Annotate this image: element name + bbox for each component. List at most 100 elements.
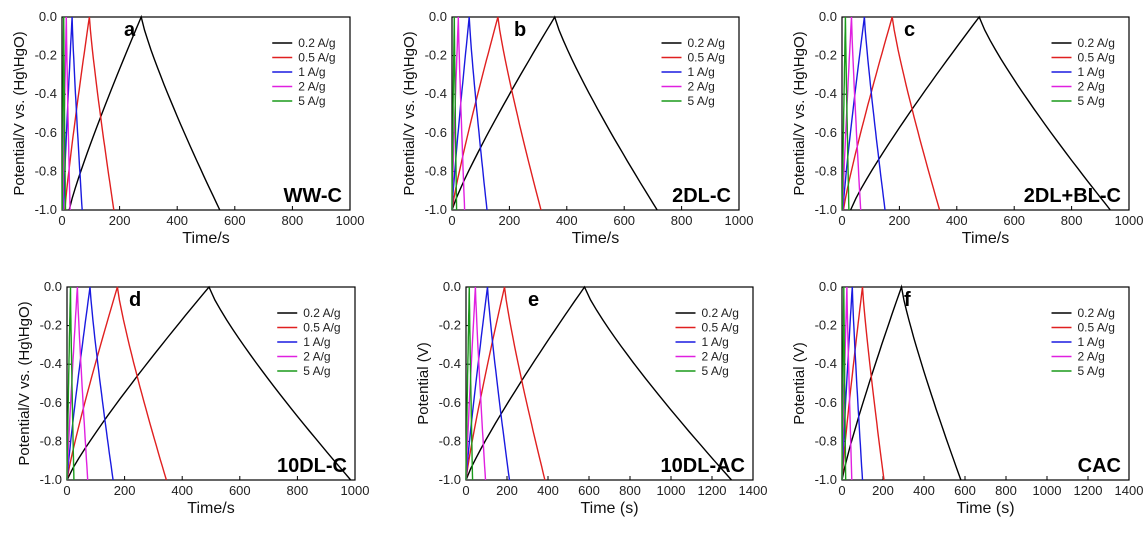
sample-label: 10DL-C [277,455,347,477]
panel-letter: b [514,19,526,41]
y-tick-label: -0.2 [815,48,837,63]
y-tick-label: -0.6 [815,125,837,140]
panel-a: 0 200 400 600 800 1000 0.0 -0.2 -0.4 -0.6 -0.8 -1.0… [11,9,364,247]
x-axis-label: Time (s) [956,500,1014,517]
panel-letter: f [904,289,911,311]
legend-label: 0.2 A/g [1078,306,1115,320]
y-axis-label: Potential (V) [791,342,808,425]
y-tick-label: -1.0 [815,202,837,217]
y-tick-label: -0.2 [425,48,447,63]
plot-frame [465,286,754,481]
y-tick-label: -0.6 [425,125,447,140]
x-tick-label: 1000 [336,213,365,228]
legend-label: 0.2 A/g [702,306,739,320]
x-tick-label: 0 [63,483,70,498]
y-tick-label: -1.0 [815,472,837,487]
x-tick-label: 0 [58,213,65,228]
y-tick-label: -0.2 [40,318,62,333]
plot-frame [451,16,740,211]
plot-frame [841,286,1130,481]
x-tick-label: 200 [872,483,894,498]
series-line-5-a-g [841,286,847,481]
x-tick-label: 600 [1003,213,1025,228]
y-tick-label: -0.4 [439,356,461,371]
series-line-2-a-g [62,16,71,211]
sample-label: WW-C [284,185,342,207]
panel-letter: e [528,289,539,311]
x-tick-label: 800 [1061,213,1083,228]
y-tick-label: -0.2 [439,318,461,333]
y-tick-label: -0.6 [35,125,57,140]
y-tick-label: -0.8 [40,433,62,448]
panel-e: 0 200 400 600 800 1000 1200 1400 0.0 -0.2 -0.4 -0.6… [415,279,767,517]
series-line-0-2-a-g [66,285,352,481]
y-axis-label: Potential/V vs. (Hg\HgO) [401,31,418,195]
y-tick-label: -0.2 [815,318,837,333]
x-tick-label: 400 [171,483,193,498]
x-tick-label: 0 [838,213,845,228]
x-tick-label: 600 [578,483,600,498]
x-tick-label: 200 [496,483,518,498]
legend-label: 1 A/g [1078,65,1105,79]
x-tick-label: 800 [287,483,309,498]
x-tick-label: 200 [114,483,136,498]
x-tick-label: 800 [671,213,693,228]
series-line-0-5-a-g [842,16,941,211]
y-tick-label: -0.8 [439,433,461,448]
series-line-1-a-g [451,16,488,211]
y-tick-label: -0.4 [815,356,837,371]
series-line-5-a-g [61,16,67,211]
series-line-0-2-a-g [841,284,962,481]
x-axis-label: Time/s [962,230,1009,247]
x-tick-label: 800 [995,483,1017,498]
y-tick-label: -1.0 [40,472,62,487]
legend-label: 2 A/g [1078,80,1105,94]
y-tick-label: 0.0 [44,279,62,294]
y-tick-label: -0.4 [815,86,837,101]
plot-frame [841,16,1130,211]
panel-f: 0 200 400 600 800 1000 1200 1400 0.0 -0.2 -0.4 -0.6… [791,279,1143,517]
legend-label: 5 A/g [1078,364,1105,378]
y-tick-label: 0.0 [39,9,57,24]
x-tick-label: 1000 [657,483,686,498]
x-tick-label: 1000 [1115,213,1144,228]
legend-label: 1 A/g [303,335,330,349]
series-line-1-a-g [62,16,83,211]
panel-letter: c [904,19,915,41]
legend-label: 5 A/g [688,94,715,108]
legend-label: 2 A/g [702,350,729,364]
series-line-2-a-g [841,16,862,211]
legend-label: 2 A/g [303,350,330,364]
legend-label: 1 A/g [702,335,729,349]
x-tick-label: 400 [556,213,578,228]
y-tick-label: -1.0 [35,202,57,217]
y-tick-label: -0.6 [815,395,837,410]
legend-label: 5 A/g [303,364,330,378]
x-tick-label: 400 [946,213,968,228]
x-tick-label: 600 [613,213,635,228]
sample-label: CAC [1078,455,1121,477]
plot-frame [66,286,356,481]
legend-label: 2 A/g [688,80,715,94]
legend-label: 2 A/g [298,80,325,94]
x-tick-label: 200 [889,213,911,228]
x-tick-label: 600 [224,213,246,228]
x-tick-label: 1200 [1074,483,1103,498]
legend-label: 5 A/g [298,94,325,108]
panel-letter: d [129,289,141,311]
x-tick-label: 200 [499,213,521,228]
x-axis-label: Time/s [572,230,619,247]
legend-label: 0.2 A/g [303,306,340,320]
x-tick-label: 0 [838,483,845,498]
legend-label: 1 A/g [688,65,715,79]
legend-label: 0.5 A/g [688,51,725,65]
series-line-1-a-g [465,286,511,481]
y-tick-label: -0.6 [40,395,62,410]
sample-label: 10DL-AC [661,455,745,477]
series-line-0-2-a-g [465,285,733,481]
series-line-5-a-g [451,16,458,211]
legend-label: 0.5 A/g [298,51,335,65]
y-tick-label: -0.6 [439,395,461,410]
legend-label: 1 A/g [1078,335,1105,349]
